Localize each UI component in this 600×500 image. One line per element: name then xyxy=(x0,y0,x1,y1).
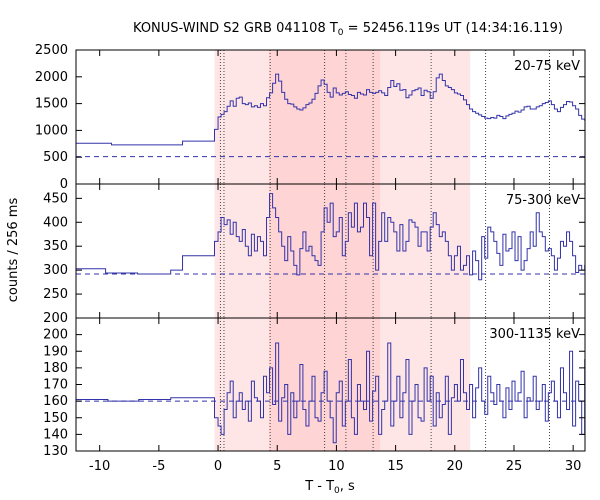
panel-2: 200 250 300 350 400 450 75-300 keV xyxy=(43,183,586,326)
panel-1: 0 500 1000 1500 2000 2500 20-75 keV xyxy=(35,43,586,192)
y-tick-label: 170 xyxy=(43,378,68,393)
chart-title: KONUS-WIND S2 GRB 041108 T0 = 52456.119s… xyxy=(133,21,563,38)
y-tick-label: 350 xyxy=(43,239,68,254)
y-tick-label: 200 xyxy=(43,311,68,326)
x-axis-label-suffix: , s xyxy=(340,479,355,494)
series-light-curve xyxy=(76,342,586,444)
y-tick-label: 450 xyxy=(43,191,68,206)
y-tick-label: 140 xyxy=(43,427,68,442)
x-tick-label: 15 xyxy=(387,459,404,474)
x-tick-label: -5 xyxy=(152,459,165,474)
y-tick-label: 500 xyxy=(43,150,68,165)
panel-energy-label: 300-1135 keV xyxy=(489,327,580,342)
chart-title-suffix: = 52456.119s UT (14:34:16.119) xyxy=(344,21,563,36)
y-tick-label: 300 xyxy=(43,263,68,278)
y-tick-label: 250 xyxy=(43,287,68,302)
x-tick-label: 30 xyxy=(565,459,582,474)
series-light-curve xyxy=(76,73,586,146)
x-tick-label: 5 xyxy=(273,459,281,474)
x-axis-label-prefix: T - T xyxy=(304,479,334,494)
y-axis-label: counts / 256 ms xyxy=(6,198,21,303)
x-tick-label: 10 xyxy=(328,459,345,474)
y-tick-label: 180 xyxy=(43,361,68,376)
y-tick-label: 200 xyxy=(43,328,68,343)
y-tick-label: 190 xyxy=(43,344,68,359)
panel-energy-label: 20-75 keV xyxy=(514,59,580,74)
chart-title-subscript: 0 xyxy=(338,28,344,38)
y-tick-label: 0 xyxy=(60,177,68,192)
x-axis-label: T - T0, s xyxy=(304,479,355,496)
panel-energy-label: 75-300 keV xyxy=(506,193,580,208)
y-tick-label: 130 xyxy=(43,444,68,459)
x-tick-label: 25 xyxy=(506,459,523,474)
y-tick-label: 160 xyxy=(43,394,68,409)
x-axis-label-subscript: 0 xyxy=(334,486,340,496)
chart-title-prefix: KONUS-WIND S2 GRB 041108 T xyxy=(133,21,338,36)
x-tick-label: 0 xyxy=(214,459,222,474)
x-tick-label: 20 xyxy=(447,459,464,474)
y-tick-label: 150 xyxy=(43,411,68,426)
series-light-curve xyxy=(76,193,586,281)
y-tick-label: 2500 xyxy=(35,43,68,58)
y-tick-label: 1000 xyxy=(35,123,68,138)
y-tick-label: 1500 xyxy=(35,97,68,112)
y-tick-label: 2000 xyxy=(35,70,68,85)
y-tick-label: 400 xyxy=(43,215,68,230)
x-tick-label: -10 xyxy=(89,459,110,474)
